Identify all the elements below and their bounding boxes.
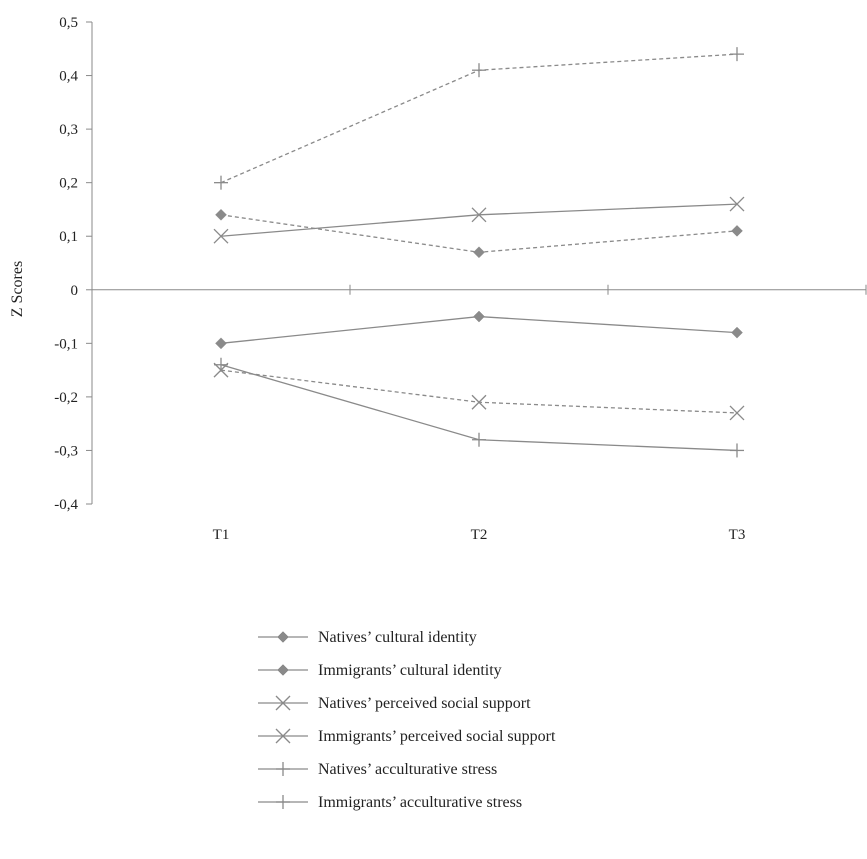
y-tick-label: 0,5	[59, 15, 78, 31]
legend-label: Immigrants’ perceived social support	[318, 728, 556, 745]
y-tick-label: -0,4	[54, 497, 78, 513]
x-tick-label: T2	[471, 527, 488, 543]
legend-label: Natives’ acculturative stress	[318, 761, 497, 778]
data-point	[471, 207, 487, 223]
legend-item: Immigrants’ perceived social support	[258, 728, 556, 745]
data-point	[215, 208, 227, 221]
legend-label: Natives’ cultural identity	[318, 629, 477, 646]
legend: Natives’ cultural identity Immigrants’ cu…	[258, 629, 556, 811]
legend-label: Immigrants’ acculturative stress	[318, 794, 522, 811]
series-line	[220, 203, 738, 237]
data-point	[730, 47, 744, 62]
legend-marker	[276, 795, 290, 809]
data-point	[213, 228, 229, 244]
data-point	[473, 246, 485, 259]
y-tick-label: -0,2	[54, 390, 78, 406]
series-4	[213, 362, 745, 421]
data-point	[472, 63, 486, 78]
data-point	[472, 432, 486, 447]
series-1	[215, 310, 743, 350]
y-tick-label: 0,1	[59, 229, 78, 245]
legend-item: Natives’ perceived social support	[258, 695, 531, 712]
data-point	[471, 394, 487, 410]
y-tick-label: 0	[71, 283, 79, 299]
legend-marker	[277, 631, 289, 643]
legend-marker	[275, 695, 291, 711]
legend-item: Immigrants’ acculturative stress	[258, 794, 522, 811]
data-point	[214, 175, 228, 190]
series-3	[213, 196, 745, 244]
legend-marker	[275, 728, 291, 744]
x-tick-label: T3	[729, 527, 746, 543]
legend-item: Immigrants’ cultural identity	[258, 662, 502, 679]
y-tick-label: 0,4	[59, 69, 78, 85]
y-axis-title: Z Scores	[9, 261, 26, 317]
legend-item: Natives’ cultural identity	[258, 629, 477, 646]
legend-item: Natives’ acculturative stress	[258, 761, 497, 778]
y-tick-label: -0,3	[54, 443, 78, 459]
series-2	[215, 208, 743, 259]
series-5	[214, 357, 744, 458]
legend-label: Natives’ perceived social support	[318, 695, 531, 712]
y-axis-ticks: 0,5 0,4 0,3 0,2 0,1 0 -0,1 -0,2 -0,3 -0,4	[54, 15, 92, 513]
axes	[91, 22, 866, 504]
x-axis-ticks: T1 T2 T3	[91, 284, 867, 543]
y-tick-label: 0,3	[59, 122, 78, 138]
legend-label: Immigrants’ cultural identity	[318, 662, 502, 679]
series-line	[220, 369, 738, 414]
data-point	[729, 196, 745, 212]
legend-marker	[277, 664, 289, 676]
legend-marker	[276, 762, 290, 776]
y-tick-label: -0,1	[54, 336, 78, 352]
series-layer	[213, 47, 745, 458]
data-point	[731, 326, 743, 339]
data-point	[214, 357, 228, 372]
data-point	[729, 405, 745, 421]
data-point	[473, 310, 485, 323]
x-tick-label: T1	[213, 527, 230, 543]
data-point	[731, 225, 743, 237]
series-6	[214, 47, 744, 190]
y-tick-label: 0,2	[59, 176, 78, 192]
data-point	[730, 443, 744, 458]
data-point	[215, 337, 227, 350]
